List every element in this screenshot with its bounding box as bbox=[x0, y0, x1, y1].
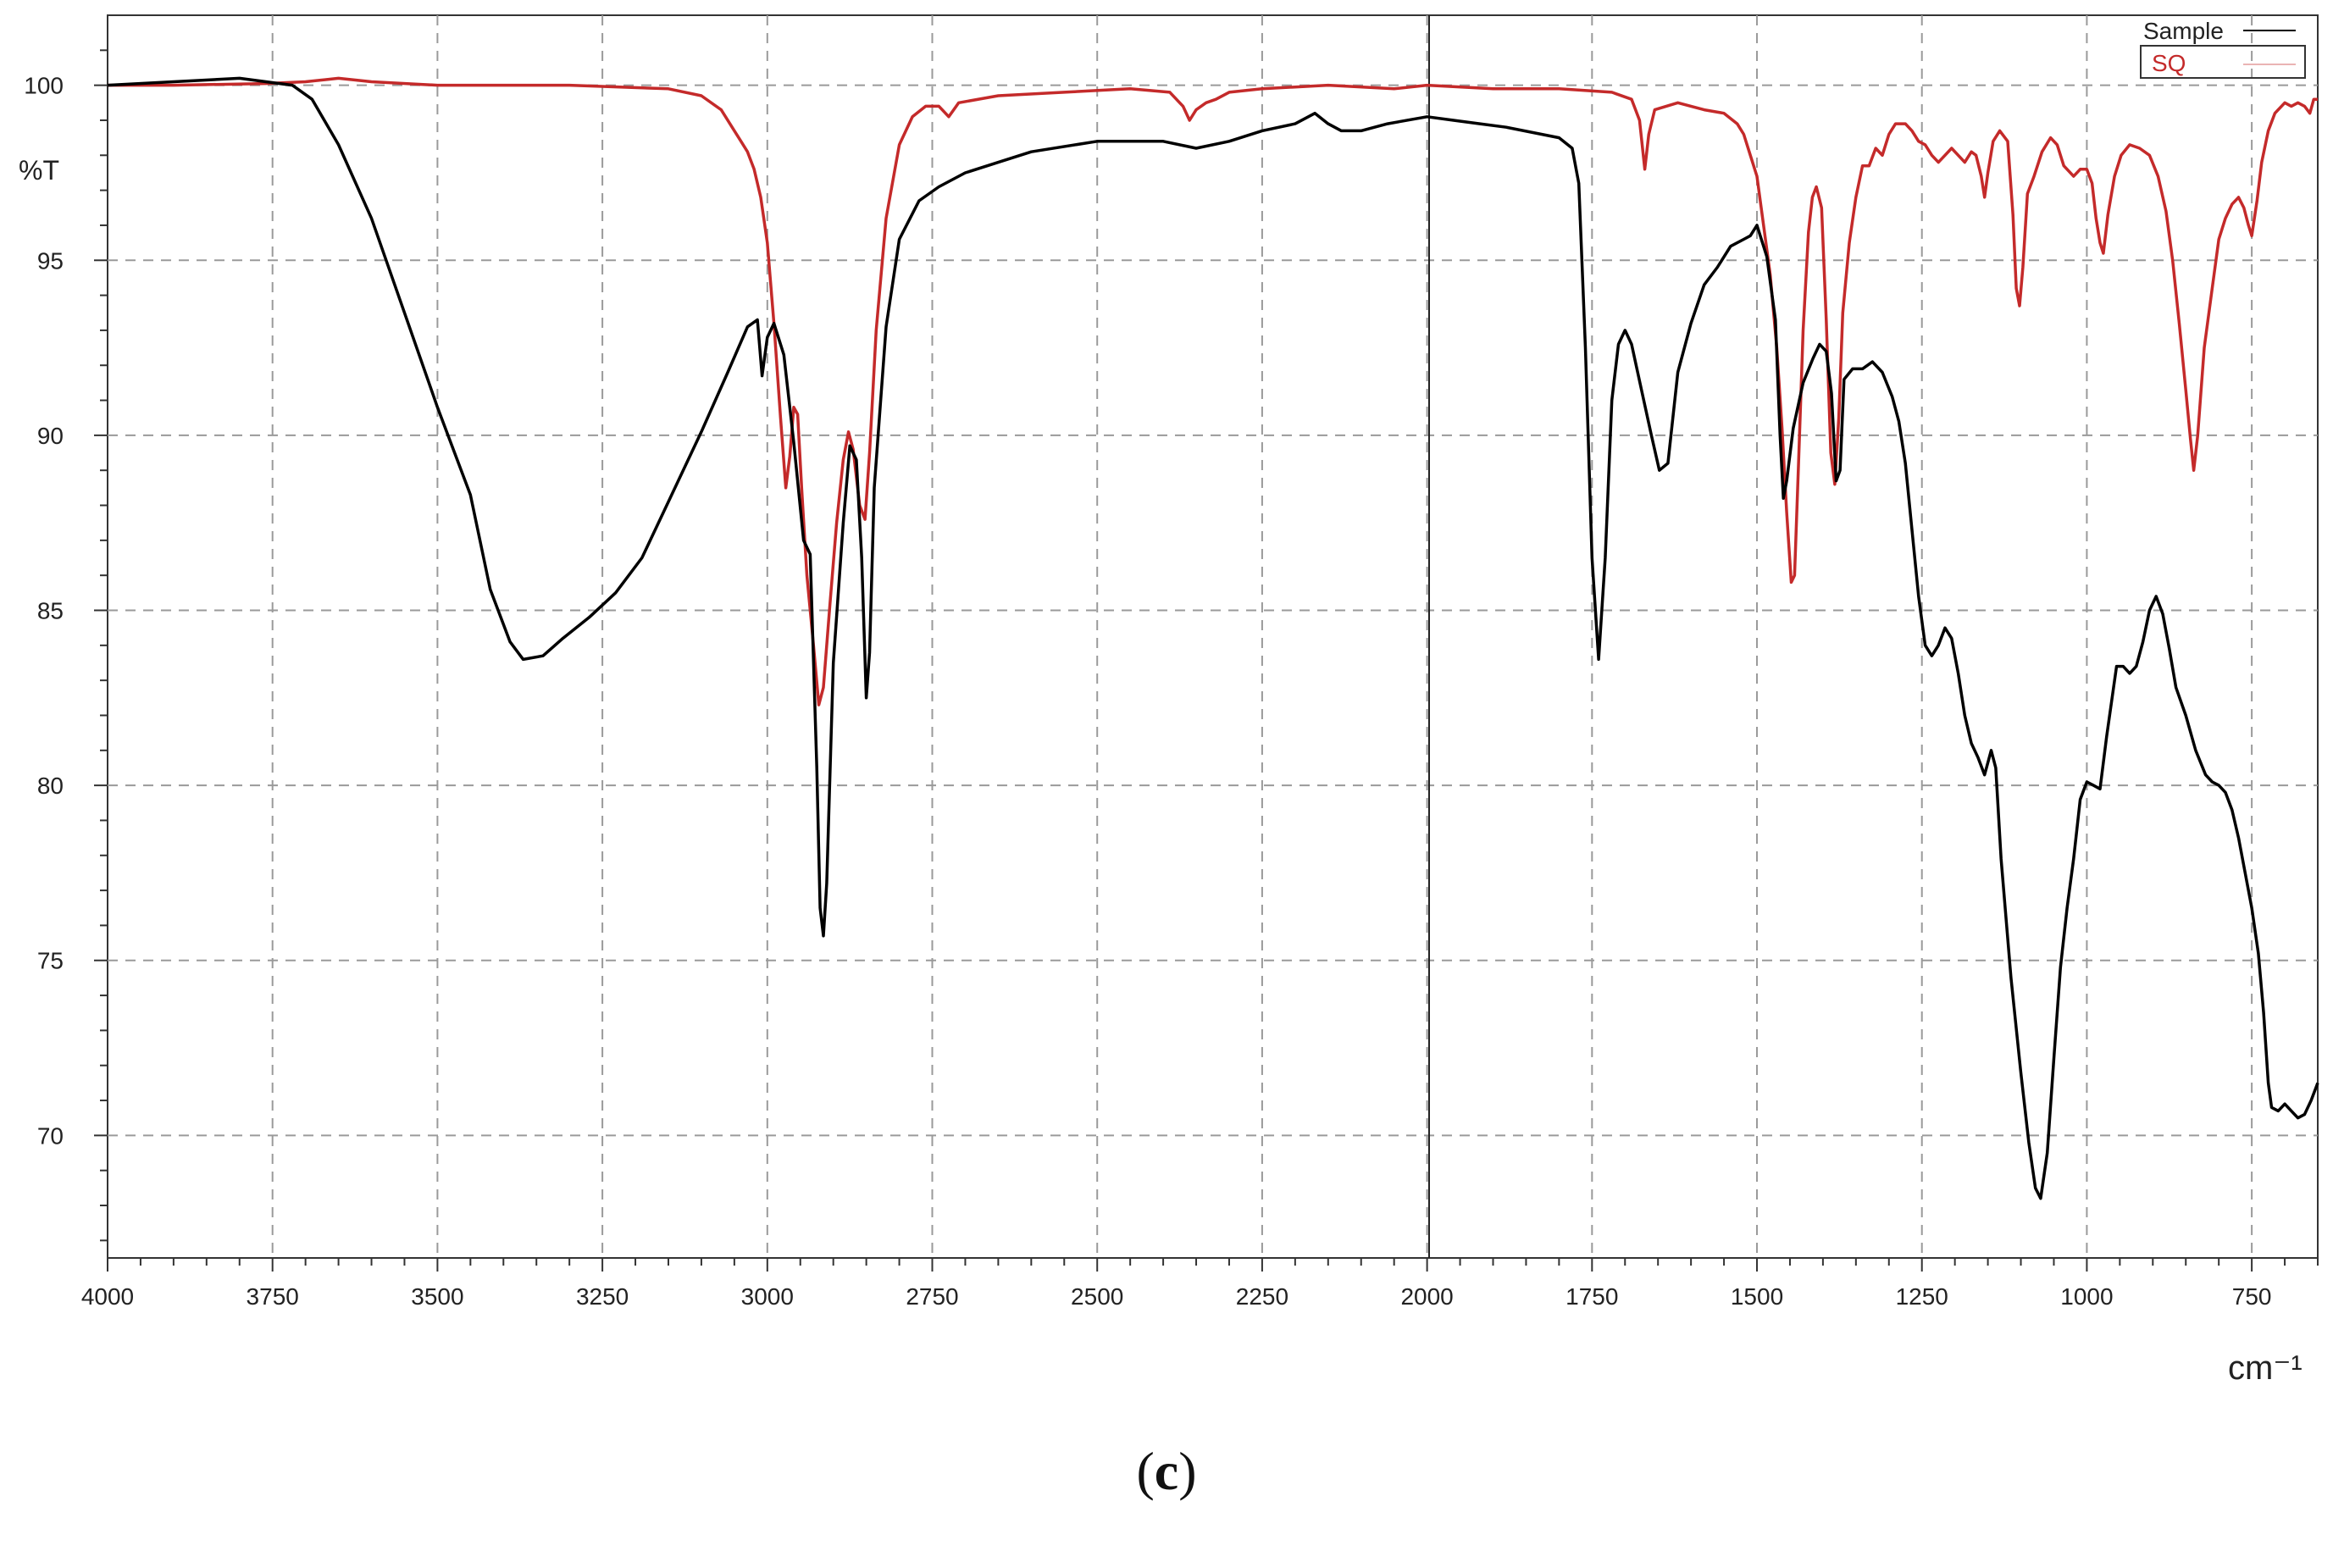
legend-label-sample: Sample bbox=[2143, 18, 2224, 44]
x-tick-label: 2750 bbox=[906, 1283, 958, 1310]
x-axis-label: cm⁻¹ bbox=[2228, 1349, 2303, 1387]
series-layer bbox=[107, 76, 2319, 1200]
plot-area bbox=[107, 14, 2319, 1259]
x-tick-label: 2250 bbox=[1236, 1283, 1288, 1310]
y-tick-label: 90 bbox=[37, 423, 64, 449]
x-tick-label: 1000 bbox=[2060, 1283, 2113, 1310]
x-tick-label: 3500 bbox=[411, 1283, 463, 1310]
x-tick-label: 750 bbox=[2232, 1283, 2272, 1310]
x-tick-label: 1750 bbox=[1565, 1283, 1618, 1310]
caption-letter: c bbox=[1154, 1441, 1179, 1501]
minor-ticks bbox=[94, 49, 2319, 1272]
x-tick-label: 3250 bbox=[576, 1283, 629, 1310]
y-tick-label: 80 bbox=[37, 773, 64, 799]
y-tick-label: 70 bbox=[37, 1122, 64, 1149]
x-tick-label: 3000 bbox=[741, 1283, 794, 1310]
x-tick-label: 1250 bbox=[1896, 1283, 1948, 1310]
series-line-sample bbox=[107, 76, 2319, 1200]
x-tick-label: 2000 bbox=[1400, 1283, 1453, 1310]
y-tick-label: 100 bbox=[24, 73, 64, 99]
y-axis-label: %T bbox=[19, 155, 59, 186]
y-tick-label: 85 bbox=[37, 598, 64, 624]
ir-spectrum-chart: 4000 3750 3500 3250 3000 2750 2500 2250 2000 1750… bbox=[19, 14, 2319, 1387]
figure-caption: (c) bbox=[0, 1440, 2333, 1503]
grid-lines bbox=[108, 15, 2318, 1258]
x-tick-label: 3750 bbox=[247, 1283, 299, 1310]
caption-close-paren: ) bbox=[1178, 1441, 1197, 1501]
x-tick-label: 1500 bbox=[1731, 1283, 1783, 1310]
x-tick-label: 2500 bbox=[1071, 1283, 1123, 1310]
caption-open-paren: ( bbox=[1136, 1441, 1155, 1501]
legend-highlight-box bbox=[2140, 45, 2306, 79]
x-tick-labels: 4000 3750 3500 3250 3000 2750 2500 2250 2000 1750… bbox=[81, 1283, 2272, 1310]
y-tick-labels: 70 75 80 85 90 95 100 bbox=[24, 73, 64, 1150]
legend: Sample SQ bbox=[2140, 18, 2306, 79]
legend-label-sq: SQ bbox=[2152, 50, 2186, 76]
y-tick-label: 95 bbox=[37, 247, 64, 274]
series-line-sq bbox=[108, 76, 2318, 706]
x-tick-label: 4000 bbox=[81, 1283, 134, 1310]
y-tick-label: 75 bbox=[37, 948, 64, 974]
